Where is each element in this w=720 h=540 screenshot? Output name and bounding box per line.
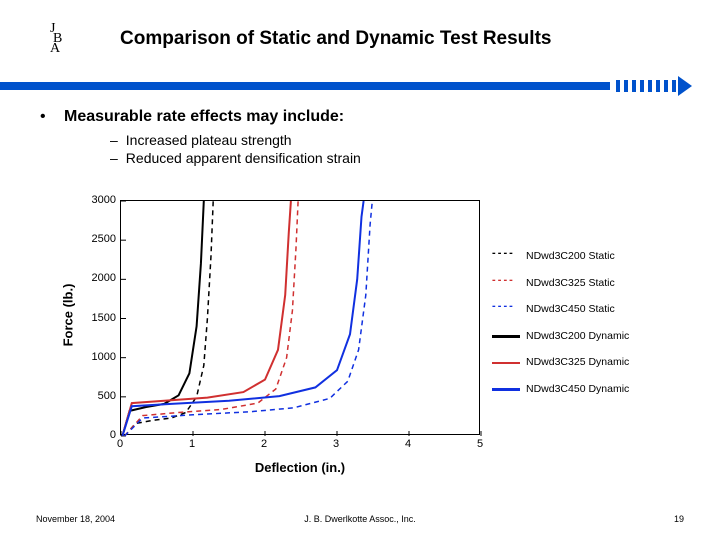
legend-swatch — [492, 384, 520, 394]
page-title: Comparison of Static and Dynamic Test Re… — [120, 28, 680, 50]
chart-plot-area — [120, 200, 480, 435]
chart-xtick: 0 — [110, 438, 130, 450]
legend-label: NDwd3C325 Dynamic — [526, 356, 629, 369]
footer-page: 19 — [674, 514, 684, 524]
divider-arrow — [0, 80, 720, 92]
legend-label: NDwd3C450 Dynamic — [526, 383, 629, 396]
chart-xtick: 1 — [182, 438, 202, 450]
legend-item: NDwd3C200 Static — [492, 250, 629, 263]
sub-bullet: Increased plateau strength — [110, 132, 680, 148]
chart-xtick: 4 — [398, 438, 418, 450]
content-block: • Measurable rate effects may include: I… — [40, 108, 680, 168]
logo: J B A — [50, 24, 59, 54]
chart-svg — [121, 201, 481, 436]
legend-label: NDwd3C325 Static — [526, 277, 615, 290]
chart-ytick: 1000 — [80, 351, 116, 363]
logo-line: B — [53, 34, 62, 44]
legend-label: NDwd3C200 Static — [526, 250, 615, 263]
chart-ytick: 1500 — [80, 312, 116, 324]
chart-xlabel: Deflection (in.) — [120, 460, 480, 475]
sub-bullet: Reduced apparent densification strain — [110, 150, 680, 166]
legend-item: NDwd3C200 Dynamic — [492, 330, 629, 343]
chart-ytick: 2000 — [80, 272, 116, 284]
legend-swatch — [492, 304, 520, 314]
legend-swatch — [492, 251, 520, 261]
chart-xtick: 5 — [470, 438, 490, 450]
legend-swatch — [492, 358, 520, 368]
bullet-item: • Measurable rate effects may include: — [40, 108, 680, 126]
bullet-text: Measurable rate effects may include: — [64, 108, 344, 126]
bullet-marker: • — [40, 108, 64, 126]
chart-figure: Force (lb.) Deflection (in.) 0 500 1000 150… — [60, 195, 680, 485]
legend-label: NDwd3C450 Static — [526, 303, 615, 316]
footer-company: J. B. Dwerlkotte Assoc., Inc. — [0, 514, 720, 524]
legend-item: NDwd3C450 Dynamic — [492, 383, 629, 396]
chart-legend: NDwd3C200 Static NDwd3C325 Static NDwd3C45… — [492, 250, 629, 410]
legend-label: NDwd3C200 Dynamic — [526, 330, 629, 343]
legend-item: NDwd3C325 Static — [492, 277, 629, 290]
legend-item: NDwd3C325 Dynamic — [492, 356, 629, 369]
chart-ytick: 3000 — [80, 194, 116, 206]
legend-swatch — [492, 278, 520, 288]
chart-ytick: 2500 — [80, 233, 116, 245]
chart-xtick: 3 — [326, 438, 346, 450]
legend-item: NDwd3C450 Static — [492, 303, 629, 316]
legend-swatch — [492, 331, 520, 341]
chart-xtick: 2 — [254, 438, 274, 450]
chart-ylabel: Force (lb.) — [61, 284, 76, 347]
chart-ytick: 500 — [80, 390, 116, 402]
